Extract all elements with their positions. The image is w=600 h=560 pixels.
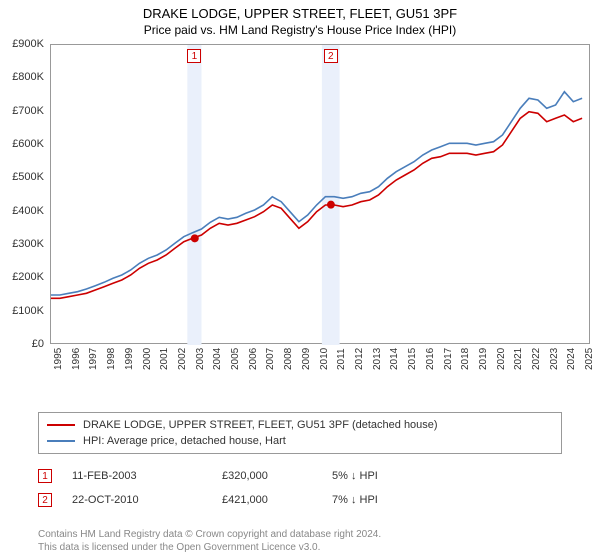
x-tick-label: 2024 bbox=[566, 348, 577, 370]
y-tick-label: £800K bbox=[0, 71, 44, 83]
y-tick-label: £900K bbox=[0, 38, 44, 50]
x-tick-label: 2016 bbox=[425, 348, 436, 370]
sale-price: £421,000 bbox=[222, 494, 332, 506]
sale-marker-box: 2 bbox=[38, 493, 52, 507]
x-tick-label: 2018 bbox=[460, 348, 471, 370]
plot-svg bbox=[51, 45, 591, 345]
x-tick-label: 1996 bbox=[71, 348, 82, 370]
x-tick-label: 2014 bbox=[389, 348, 400, 370]
legend-label: HPI: Average price, detached house, Hart bbox=[83, 435, 286, 447]
sales-row: 1 11-FEB-2003£320,0005% ↓ HPI bbox=[38, 464, 562, 488]
sale-marker-box: 1 bbox=[187, 49, 201, 63]
chart-subtitle: Price paid vs. HM Land Registry's House … bbox=[0, 23, 600, 37]
x-tick-label: 2025 bbox=[584, 348, 595, 370]
x-tick-label: 2001 bbox=[159, 348, 170, 370]
x-tick-label: 2023 bbox=[549, 348, 560, 370]
sale-date: 22-OCT-2010 bbox=[72, 494, 222, 506]
x-tick-label: 2008 bbox=[283, 348, 294, 370]
legend-row: DRAKE LODGE, UPPER STREET, FLEET, GU51 3… bbox=[47, 417, 553, 433]
x-tick-label: 2013 bbox=[372, 348, 383, 370]
plot-area: 12 bbox=[50, 44, 590, 344]
title-block: DRAKE LODGE, UPPER STREET, FLEET, GU51 3… bbox=[0, 0, 600, 37]
chart-title: DRAKE LODGE, UPPER STREET, FLEET, GU51 3… bbox=[0, 6, 600, 21]
x-tick-label: 2004 bbox=[212, 348, 223, 370]
x-tick-label: 2020 bbox=[496, 348, 507, 370]
footnote-line-1: Contains HM Land Registry data © Crown c… bbox=[38, 528, 381, 541]
legend-row: HPI: Average price, detached house, Hart bbox=[47, 433, 553, 449]
x-tick-label: 2012 bbox=[354, 348, 365, 370]
x-axis: 1995 1996 1997 1998 1999 2000 2001 2002 2003 2004… bbox=[50, 346, 590, 374]
x-tick-label: 1999 bbox=[124, 348, 135, 370]
x-tick-label: 2006 bbox=[248, 348, 259, 370]
x-tick-label: 2002 bbox=[177, 348, 188, 370]
sales-row: 2 22-OCT-2010£421,0007% ↓ HPI bbox=[38, 488, 562, 512]
legend-label: DRAKE LODGE, UPPER STREET, FLEET, GU51 3… bbox=[83, 419, 438, 431]
x-tick-label: 1995 bbox=[53, 348, 64, 370]
x-tick-label: 2007 bbox=[265, 348, 276, 370]
x-tick-label: 2005 bbox=[230, 348, 241, 370]
x-tick-label: 2021 bbox=[513, 348, 524, 370]
x-tick-label: 2019 bbox=[478, 348, 489, 370]
x-tick-label: 2010 bbox=[319, 348, 330, 370]
x-tick-label: 1997 bbox=[88, 348, 99, 370]
y-tick-label: £700K bbox=[0, 105, 44, 117]
x-tick-label: 2003 bbox=[195, 348, 206, 370]
legend-swatch bbox=[47, 424, 75, 426]
sale-hpi-delta: 5% ↓ HPI bbox=[332, 470, 442, 482]
legend-box: DRAKE LODGE, UPPER STREET, FLEET, GU51 3… bbox=[38, 412, 562, 454]
y-tick-label: £500K bbox=[0, 171, 44, 183]
footnote-line-2: This data is licensed under the Open Gov… bbox=[38, 541, 381, 554]
footnote: Contains HM Land Registry data © Crown c… bbox=[38, 528, 381, 554]
sale-marker-box: 2 bbox=[324, 49, 338, 63]
sale-marker-box: 1 bbox=[38, 469, 52, 483]
x-tick-label: 2022 bbox=[531, 348, 542, 370]
sale-price: £320,000 bbox=[222, 470, 332, 482]
y-tick-label: £100K bbox=[0, 305, 44, 317]
x-tick-label: 2017 bbox=[443, 348, 454, 370]
x-tick-label: 2009 bbox=[301, 348, 312, 370]
chart-area: £0 £100K £200K £300K £400K £500K £600K £700K £80… bbox=[0, 44, 600, 374]
y-tick-label: £400K bbox=[0, 205, 44, 217]
x-tick-label: 2000 bbox=[142, 348, 153, 370]
y-tick-label: £300K bbox=[0, 238, 44, 250]
x-tick-label: 1998 bbox=[106, 348, 117, 370]
y-tick-label: £0 bbox=[0, 338, 44, 350]
legend-swatch bbox=[47, 440, 75, 442]
sales-table: 1 11-FEB-2003£320,0005% ↓ HPI 2 22-OCT-2010… bbox=[38, 464, 562, 512]
legend-block: DRAKE LODGE, UPPER STREET, FLEET, GU51 3… bbox=[38, 412, 562, 512]
y-tick-label: £200K bbox=[0, 271, 44, 283]
x-tick-label: 2011 bbox=[336, 348, 347, 370]
chart-container: DRAKE LODGE, UPPER STREET, FLEET, GU51 3… bbox=[0, 0, 600, 560]
sale-hpi-delta: 7% ↓ HPI bbox=[332, 494, 442, 506]
sale-date: 11-FEB-2003 bbox=[72, 470, 222, 482]
x-tick-label: 2015 bbox=[407, 348, 418, 370]
y-tick-label: £600K bbox=[0, 138, 44, 150]
